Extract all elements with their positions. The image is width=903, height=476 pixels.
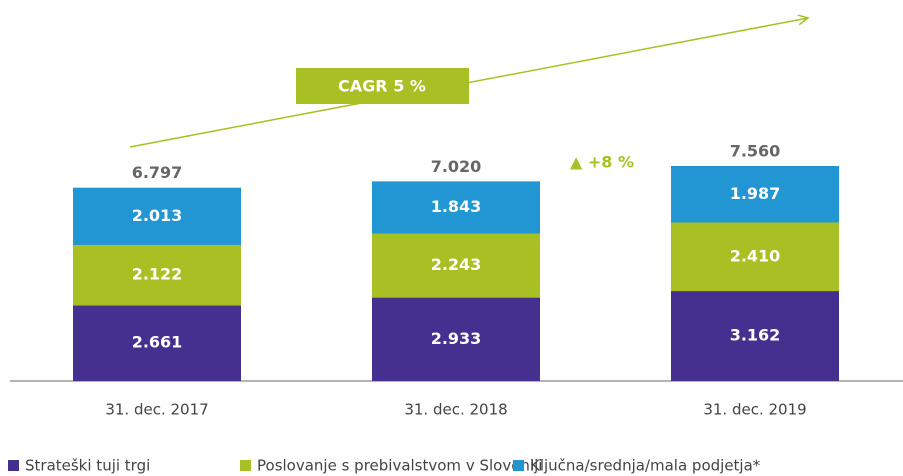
x-tick-label: 31. dec. 2018 bbox=[404, 401, 507, 419]
bar-segment bbox=[671, 291, 839, 381]
value-label: 1.987 bbox=[730, 184, 781, 203]
bar-segment bbox=[671, 222, 839, 292]
bar-segment bbox=[372, 297, 540, 381]
cagr-box bbox=[296, 68, 469, 104]
value-label: 2.410 bbox=[730, 246, 781, 265]
value-label: 2.661 bbox=[132, 333, 183, 352]
bar-segment bbox=[372, 233, 540, 298]
legend-label: Ključna/srednja/mala podjetja* bbox=[530, 457, 761, 475]
total-label: 6.797 bbox=[132, 163, 183, 182]
cagr-label: CAGR 5 % bbox=[338, 77, 426, 96]
legend-label: Strateški tuji trgi bbox=[25, 457, 150, 475]
legend-swatch bbox=[240, 460, 251, 471]
legend-label: Poslovanje s prebivalstvom v Sloveniji bbox=[257, 457, 542, 475]
growth-label: ▲ +8 % bbox=[570, 153, 634, 172]
value-label: 2.122 bbox=[132, 265, 183, 284]
value-label: 3.162 bbox=[730, 326, 781, 345]
value-label: 2.933 bbox=[431, 329, 482, 348]
bar-segment bbox=[73, 305, 241, 381]
value-label: 2.013 bbox=[132, 206, 183, 225]
legend-swatch bbox=[8, 460, 19, 471]
x-tick-label: 31. dec. 2019 bbox=[703, 401, 806, 419]
total-label: 7.560 bbox=[730, 142, 781, 161]
total-label: 7.020 bbox=[431, 157, 482, 176]
bar-segment bbox=[73, 244, 241, 306]
value-label: 1.843 bbox=[431, 197, 482, 216]
bar-segment bbox=[671, 166, 839, 223]
bar-segment bbox=[372, 181, 540, 234]
x-tick-label: 31. dec. 2017 bbox=[105, 401, 208, 419]
value-label: 2.243 bbox=[431, 255, 482, 274]
legend-swatch bbox=[513, 460, 524, 471]
bar-segment bbox=[73, 187, 241, 245]
